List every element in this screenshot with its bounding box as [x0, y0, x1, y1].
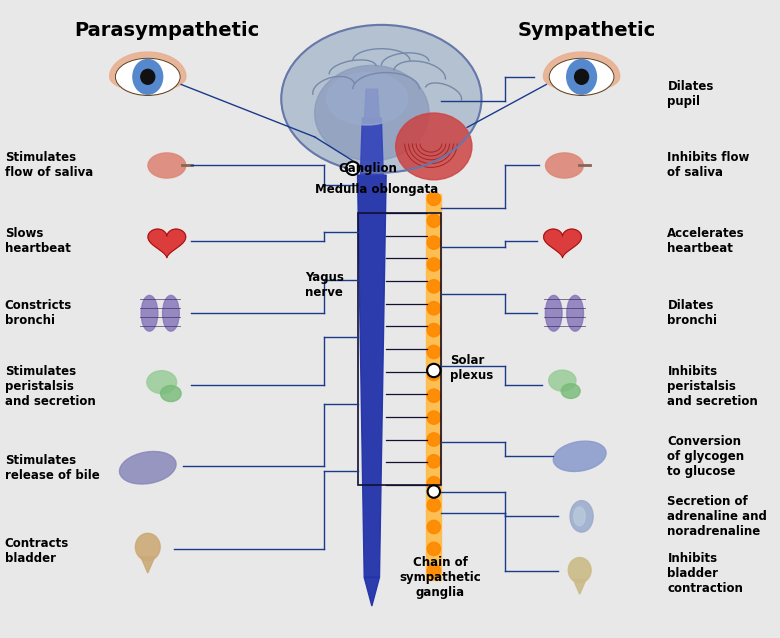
Ellipse shape	[427, 236, 441, 249]
Polygon shape	[110, 52, 186, 92]
Text: Dilates
pupil: Dilates pupil	[668, 80, 714, 108]
Ellipse shape	[427, 433, 441, 446]
Ellipse shape	[574, 507, 585, 526]
Text: Constricts
bronchi: Constricts bronchi	[5, 299, 72, 327]
Text: Conversion
of glycogen
to glucose: Conversion of glycogen to glucose	[668, 434, 745, 478]
Ellipse shape	[427, 279, 441, 293]
Ellipse shape	[427, 498, 441, 512]
Text: Inhibits flow
of saliva: Inhibits flow of saliva	[668, 151, 750, 179]
Polygon shape	[148, 229, 186, 258]
Ellipse shape	[141, 295, 158, 331]
Ellipse shape	[427, 367, 441, 380]
Text: Stimulates
release of bile: Stimulates release of bile	[5, 454, 100, 482]
Ellipse shape	[161, 385, 181, 401]
Ellipse shape	[548, 370, 576, 391]
Ellipse shape	[427, 564, 441, 577]
Ellipse shape	[427, 192, 441, 205]
Text: Stimulates
peristalsis
and secretion: Stimulates peristalsis and secretion	[5, 365, 95, 408]
Polygon shape	[573, 579, 586, 594]
Ellipse shape	[136, 533, 160, 561]
Ellipse shape	[427, 520, 441, 533]
Polygon shape	[544, 229, 581, 258]
Ellipse shape	[567, 295, 583, 331]
Ellipse shape	[427, 258, 441, 271]
Ellipse shape	[427, 323, 441, 337]
Ellipse shape	[545, 295, 562, 331]
Text: Medulla oblongata: Medulla oblongata	[314, 183, 438, 196]
Text: Contracts
bladder: Contracts bladder	[5, 537, 69, 565]
Ellipse shape	[314, 65, 429, 161]
Ellipse shape	[427, 214, 441, 227]
Ellipse shape	[162, 295, 179, 331]
Polygon shape	[360, 118, 383, 175]
Text: Accelerates
heartbeat: Accelerates heartbeat	[668, 227, 745, 255]
Ellipse shape	[141, 70, 154, 84]
Polygon shape	[544, 52, 620, 92]
Text: Yagus
nerve: Yagus nerve	[305, 271, 344, 299]
Ellipse shape	[147, 371, 176, 394]
Ellipse shape	[427, 477, 441, 490]
Text: Chain of
sympathetic
ganglia: Chain of sympathetic ganglia	[399, 556, 481, 599]
Ellipse shape	[427, 364, 441, 377]
Polygon shape	[426, 194, 441, 580]
Polygon shape	[141, 557, 154, 573]
Ellipse shape	[427, 455, 441, 468]
Ellipse shape	[427, 411, 441, 424]
Ellipse shape	[570, 501, 593, 532]
Ellipse shape	[569, 558, 591, 582]
Ellipse shape	[567, 59, 597, 94]
Ellipse shape	[575, 70, 589, 84]
Text: Secretion of
adrenaline and
noradrenaline: Secretion of adrenaline and noradrenalin…	[668, 495, 768, 538]
Text: Ganglion: Ganglion	[339, 162, 397, 175]
Polygon shape	[357, 175, 386, 577]
Text: Inhibits
peristalsis
and secretion: Inhibits peristalsis and secretion	[668, 365, 758, 408]
Ellipse shape	[327, 73, 408, 125]
Ellipse shape	[346, 161, 360, 175]
Ellipse shape	[545, 153, 583, 178]
Text: Stimulates
flow of saliva: Stimulates flow of saliva	[5, 151, 93, 179]
Text: Sympathetic: Sympathetic	[517, 20, 655, 40]
Ellipse shape	[549, 58, 614, 96]
Ellipse shape	[119, 452, 176, 484]
Ellipse shape	[562, 383, 580, 398]
Ellipse shape	[427, 345, 441, 359]
Ellipse shape	[148, 153, 186, 178]
Ellipse shape	[282, 25, 481, 173]
Bar	[357, 213, 441, 485]
Text: Inhibits
bladder
contraction: Inhibits bladder contraction	[668, 552, 743, 595]
Text: Parasympathetic: Parasympathetic	[74, 20, 260, 40]
Ellipse shape	[553, 441, 606, 471]
Text: Dilates
bronchi: Dilates bronchi	[668, 299, 718, 327]
Ellipse shape	[427, 302, 441, 315]
Polygon shape	[364, 577, 379, 606]
Text: Slows
heartbeat: Slows heartbeat	[5, 227, 71, 255]
Ellipse shape	[427, 389, 441, 403]
Ellipse shape	[395, 113, 472, 180]
Ellipse shape	[133, 59, 163, 94]
Ellipse shape	[427, 486, 440, 498]
Polygon shape	[364, 89, 379, 122]
Ellipse shape	[427, 542, 441, 556]
Text: Solar
plexus: Solar plexus	[450, 353, 493, 382]
Ellipse shape	[115, 58, 180, 96]
